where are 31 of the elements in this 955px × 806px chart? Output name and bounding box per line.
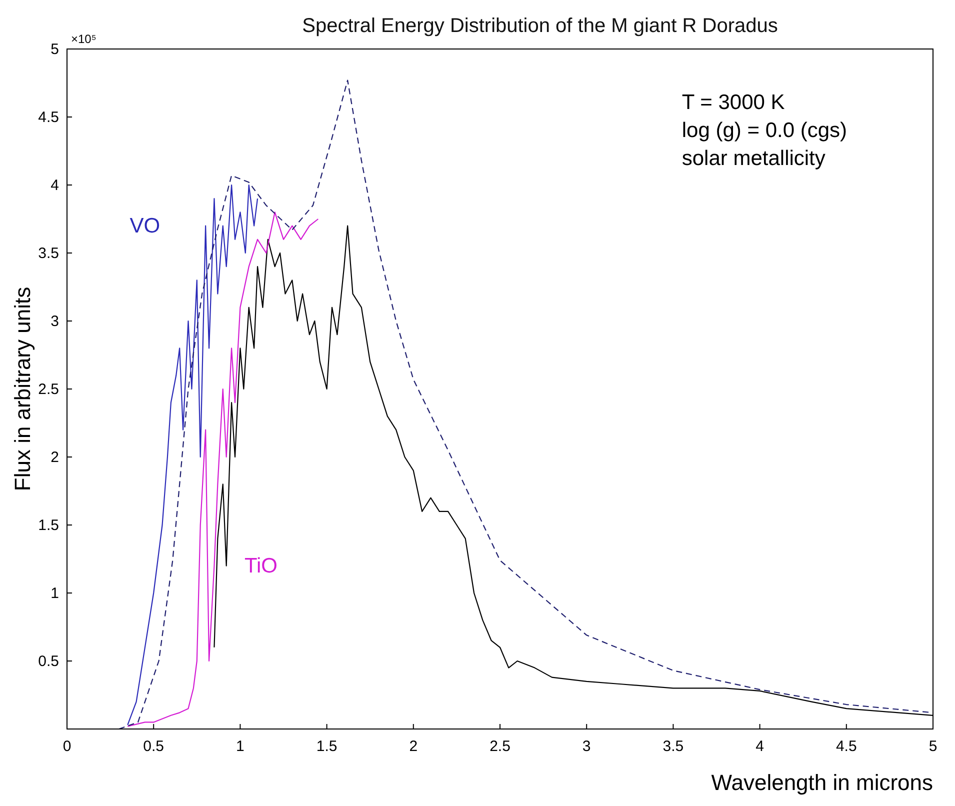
x-tick-label: 4.5 — [836, 738, 857, 755]
line-series — [127, 212, 319, 727]
x-axis-title: Wavelength in microns — [711, 770, 933, 795]
y-tick-label: 5 — [50, 41, 59, 58]
y-axis-title: Flux in arbitrary units — [10, 286, 35, 492]
y-tick-label: 4 — [50, 177, 59, 194]
x-tick-label: 2.5 — [490, 738, 510, 755]
y-tick-label: 1.5 — [38, 517, 59, 534]
annotation: T = 3000 K — [682, 91, 785, 114]
text: ×10⁵ — [71, 32, 96, 46]
annotation: log (g) = 0.0 (cgs) — [682, 119, 848, 142]
x-tick-label: 1.5 — [316, 738, 338, 755]
y-tick-label: 2 — [50, 449, 59, 466]
x-tick-label: 0 — [62, 738, 72, 755]
series-label: TiO — [244, 554, 278, 578]
annotation: solar metallicity — [682, 147, 826, 170]
x-tick-label: 5 — [928, 738, 938, 755]
x-tick-label: 3 — [582, 738, 591, 755]
x-tick-label: 3.5 — [662, 738, 684, 755]
y-tick-label: 2.5 — [38, 381, 59, 398]
y-tick-label: 3.5 — [38, 245, 59, 262]
x-tick-label: 2 — [409, 738, 418, 755]
y-tick-label: 4.5 — [38, 109, 59, 126]
y-tick-label: 0.5 — [38, 653, 59, 670]
y-tick-label: 1 — [50, 585, 59, 602]
y-tick-label: 3 — [50, 313, 59, 330]
x-tick-label: 1 — [236, 738, 244, 755]
text: VO — [130, 214, 160, 238]
x-tick-label: 0.5 — [143, 738, 164, 755]
x-tick-label: 4 — [756, 738, 764, 755]
chart-title: Spectral Energy Distribution of the M giant R Doradus — [302, 15, 778, 37]
